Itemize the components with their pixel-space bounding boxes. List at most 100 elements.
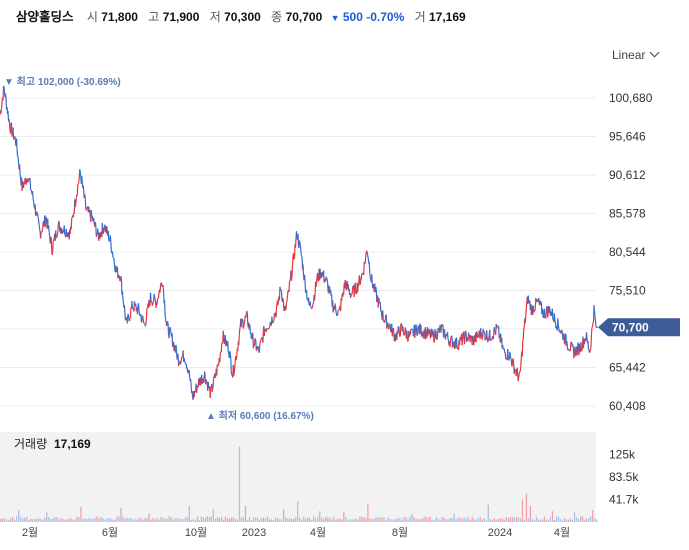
price-segment — [289, 277, 292, 281]
volume-bar — [435, 516, 437, 522]
y-tick-label: 100,680 — [609, 91, 653, 105]
price-segment — [70, 217, 73, 230]
volume-bar — [186, 517, 188, 522]
price-segment — [163, 300, 166, 314]
price-segment — [587, 340, 590, 349]
price-segment — [534, 308, 536, 312]
volume-bar — [561, 520, 564, 522]
price-segment — [211, 388, 214, 392]
x-axis: 2월 6월 10월 2023 4월 8월 2024 4월 — [22, 526, 570, 539]
volume-bar — [419, 519, 421, 522]
price-segment — [52, 241, 54, 252]
price-segment — [387, 322, 389, 328]
volume-bar — [140, 518, 142, 522]
price-segment — [429, 333, 432, 339]
price-segment — [466, 340, 468, 343]
volume-bar — [244, 505, 247, 522]
price-segment — [450, 335, 453, 338]
price-segment — [257, 346, 260, 351]
volume-bar — [226, 518, 229, 522]
price-segment — [227, 341, 229, 353]
volume-bar — [537, 519, 540, 522]
price-segment — [222, 330, 225, 337]
price-segment — [584, 338, 587, 341]
price-segment — [79, 169, 81, 172]
price-segment — [123, 305, 126, 313]
price-segment — [502, 345, 504, 350]
volume-bar — [473, 519, 475, 522]
price-segment — [567, 348, 570, 351]
price-segment — [427, 330, 430, 336]
volume-bar — [166, 518, 168, 522]
volume-bar — [411, 513, 413, 522]
price-segment — [589, 347, 592, 350]
volume-bar — [515, 517, 518, 522]
volume-bar — [369, 518, 371, 522]
volume-bar — [230, 517, 233, 522]
volume-bar — [365, 518, 367, 522]
price-segment — [392, 328, 395, 333]
price-segment — [417, 325, 420, 328]
price-segment — [57, 225, 59, 235]
price-segment — [299, 245, 302, 253]
price-segment — [594, 316, 597, 321]
price-segment — [92, 217, 95, 220]
volume-bar — [587, 518, 590, 522]
volume-bar — [34, 519, 36, 522]
volume-bar — [172, 519, 174, 522]
price-segment — [165, 323, 168, 327]
price-segment — [259, 342, 261, 344]
price-segment — [139, 313, 142, 316]
volume-bar — [371, 519, 373, 522]
price-segment — [388, 325, 390, 330]
price-segment — [443, 329, 446, 338]
volume-bar — [451, 517, 453, 522]
volume-bar — [220, 516, 223, 522]
price-segment — [297, 233, 300, 246]
price-segment — [30, 189, 32, 191]
volume-bar — [28, 519, 30, 522]
price-segment — [407, 338, 409, 342]
price-segment — [415, 327, 418, 336]
price-segment — [463, 332, 466, 345]
price-segment — [40, 233, 42, 239]
price-segment — [128, 317, 131, 322]
scale-dropdown[interactable]: Linear — [612, 47, 660, 62]
price-segment — [536, 298, 539, 301]
price-segment — [581, 350, 583, 352]
price-segment — [85, 207, 88, 211]
volume-bar — [479, 516, 481, 522]
price-segment — [415, 324, 417, 328]
price-segment — [129, 307, 132, 318]
price-segment — [311, 303, 314, 308]
y-tick-label: 95,646 — [609, 130, 646, 144]
price-segment — [563, 333, 565, 344]
volume-bar — [497, 518, 499, 522]
price-segment — [372, 285, 374, 289]
volume-bar — [395, 519, 397, 522]
price-segment — [542, 310, 545, 318]
volume-bar — [455, 518, 457, 522]
price-segment — [391, 329, 394, 337]
volume-bar — [321, 517, 323, 522]
price-segment — [461, 333, 464, 340]
volume-bar — [44, 517, 46, 522]
volume-bar — [158, 519, 160, 522]
price-segment — [134, 303, 137, 306]
price-segment — [23, 177, 26, 184]
price-segment — [275, 304, 278, 310]
price-segment — [275, 309, 278, 318]
price-segment — [37, 213, 39, 218]
price-segment — [312, 302, 315, 304]
volume-bar — [393, 519, 395, 522]
volume-bar — [266, 516, 269, 522]
price-segment — [112, 257, 115, 259]
volume-bar — [555, 516, 558, 522]
volume-bar — [533, 520, 536, 522]
volume-bar — [22, 518, 24, 522]
volume-bar — [246, 519, 249, 522]
price-segment — [249, 332, 252, 335]
volume-bar — [2, 518, 4, 522]
price-segment — [180, 361, 182, 365]
